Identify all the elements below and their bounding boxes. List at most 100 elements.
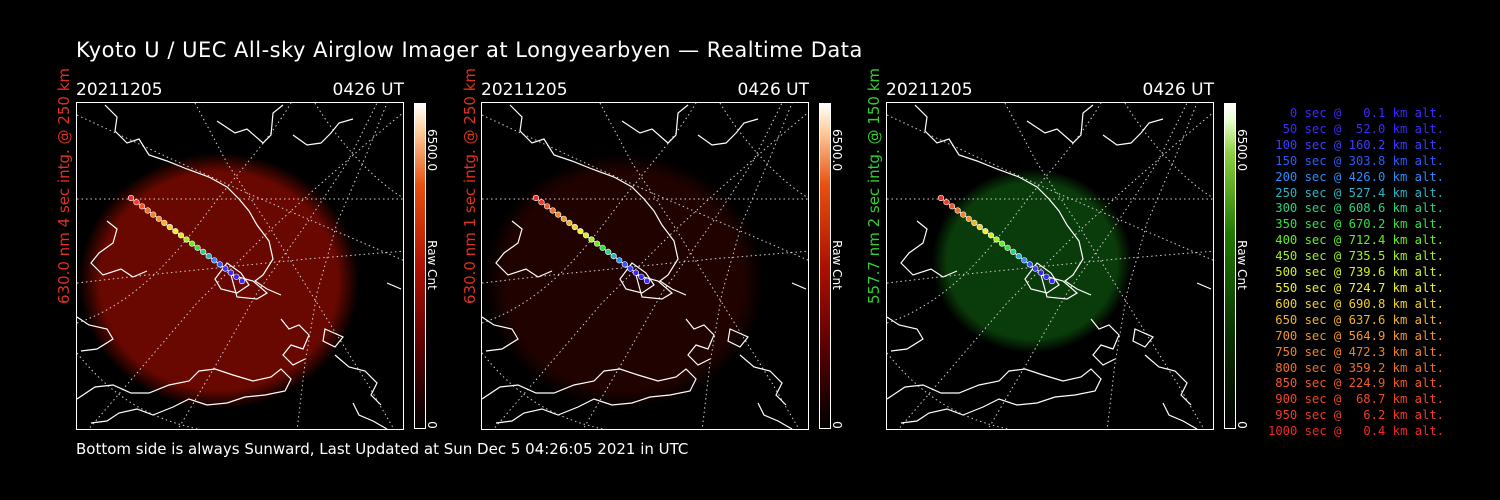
- trajectory-point: [998, 240, 1006, 247]
- altitude-row: 900 sec @ 68.7 km alt.: [1275, 392, 1444, 407]
- trajectory-point: [610, 253, 617, 260]
- altitude-row: 50 sec @ 52.0 km alt.: [1282, 121, 1444, 136]
- trajectory-track: [937, 194, 1056, 285]
- panel-1-cbar-min: 0: [425, 421, 439, 429]
- trajectory-point: [155, 215, 162, 222]
- trajectory-point: [627, 265, 634, 272]
- trajectory-point: [532, 194, 540, 202]
- altitude-row: 250 sec @ 527.4 km alt.: [1275, 185, 1444, 200]
- panel-2-time: 0426 UT: [737, 80, 810, 100]
- altitude-row: 650 sec @ 637.6 km alt.: [1275, 312, 1444, 327]
- trajectory-track: [532, 194, 651, 285]
- trajectory-point: [127, 194, 135, 202]
- altitude-row: 700 sec @ 564.9 km alt.: [1275, 328, 1444, 343]
- panel-3-allsky-map: [886, 102, 1214, 430]
- trajectory-point: [549, 207, 556, 214]
- trajectory-point: [555, 211, 562, 218]
- panel-1-cbar-label: Raw Cnt: [425, 240, 439, 290]
- trajectory-point: [194, 244, 201, 251]
- trajectory-point: [616, 257, 623, 264]
- trajectory-point: [166, 223, 173, 231]
- altitude-row: 100 sec @ 160.2 km alt.: [1275, 137, 1444, 152]
- trajectory-point: [200, 248, 207, 255]
- panel-1-date: 20211205: [76, 80, 163, 100]
- altitude-row: 500 sec @ 739.6 km alt.: [1275, 265, 1444, 280]
- trajectory-point: [144, 207, 151, 214]
- airglow-emission: [79, 153, 359, 409]
- trajectory-point: [987, 232, 995, 239]
- coastline: [77, 104, 402, 429]
- altitude-row: 200 sec @ 426.0 km alt.: [1275, 169, 1444, 184]
- trajectory-point: [937, 194, 945, 202]
- altitude-row: 850 sec @ 224.9 km alt.: [1275, 376, 1444, 391]
- altitude-row: 550 sec @ 724.7 km alt.: [1275, 280, 1444, 295]
- trajectory-point: [172, 228, 179, 235]
- panel-2-cbar-min: 0: [830, 421, 844, 429]
- panel-3-date: 20211205: [886, 80, 973, 100]
- airglow-emission: [484, 153, 764, 409]
- coastline: [887, 104, 1212, 429]
- altitude-row: 750 sec @ 472.3 km alt.: [1275, 344, 1444, 359]
- trajectory-point: [566, 219, 573, 226]
- trajectory-point: [1037, 269, 1044, 276]
- trajectory-point: [593, 240, 601, 247]
- trajectory-point: [1026, 261, 1033, 268]
- trajectory-point: [150, 211, 157, 218]
- panel-1: 20211205 0426 UT: [76, 80, 416, 430]
- trajectory-point: [538, 199, 545, 206]
- trajectory-point: [948, 203, 956, 210]
- airglow-emission: [932, 169, 1132, 353]
- panel-2-colorbar: [819, 103, 831, 429]
- altitude-row: 1000 sec @ 0.4 km alt.: [1268, 424, 1445, 439]
- panel-2-cbar-label: Raw Cnt: [830, 240, 844, 290]
- trajectory-point: [960, 211, 967, 218]
- panel-3-ylabel: 557.7 nm 2 sec intg. @ 150 km: [865, 67, 883, 305]
- trajectory-point: [577, 228, 584, 235]
- coastline: [482, 104, 807, 429]
- trajectory-point: [638, 273, 645, 280]
- panel-3-cbar-max: 6500.0: [1235, 129, 1249, 171]
- panel-1-time: 0426 UT: [332, 80, 405, 100]
- panel-3-cbar-label: Raw Cnt: [1235, 240, 1249, 290]
- panel-3-time: 0426 UT: [1142, 80, 1215, 100]
- trajectory-point: [543, 203, 551, 210]
- trajectory-point: [1048, 277, 1056, 285]
- altitude-row: 400 sec @ 712.4 km alt.: [1275, 233, 1444, 248]
- trajectory-point: [943, 199, 950, 206]
- panel-3-cbar-min: 0: [1235, 421, 1249, 429]
- panel-3: 20211205 0426 UT: [886, 80, 1226, 430]
- trajectory-point: [588, 236, 595, 243]
- trajectory-point: [211, 257, 218, 264]
- altitude-row: 600 sec @ 690.8 km alt.: [1275, 296, 1444, 311]
- panel-3-colorbar: [1224, 103, 1236, 429]
- page-title: Kyoto U / UEC All-sky Airglow Imager at …: [76, 38, 863, 62]
- trajectory-point: [971, 219, 978, 226]
- trajectory-point: [976, 223, 983, 231]
- trajectory-point: [643, 277, 651, 285]
- trajectory-point: [183, 236, 190, 243]
- trajectory-point: [227, 269, 234, 276]
- trajectory-point: [621, 261, 628, 268]
- trajectory-point: [605, 248, 612, 255]
- altitude-row: 450 sec @ 735.5 km alt.: [1275, 249, 1444, 264]
- trajectory-point: [216, 261, 223, 268]
- altitude-row: 800 sec @ 359.2 km alt.: [1275, 360, 1444, 375]
- panel-1-colorbar: [414, 103, 426, 429]
- trajectory-point: [238, 277, 246, 285]
- trajectory-point: [982, 228, 989, 235]
- trajectory-point: [177, 232, 185, 239]
- altitude-legend: 0 sec @ 0.1 km alt. 50 sec @ 52.0 km alt.…: [1268, 106, 1444, 440]
- trajectory-point: [632, 269, 639, 276]
- trajectory-point: [138, 203, 146, 210]
- altitude-row: 150 sec @ 303.8 km alt.: [1275, 153, 1444, 168]
- altitude-row: 950 sec @ 6.2 km alt.: [1275, 408, 1444, 423]
- trajectory-point: [1032, 265, 1039, 272]
- trajectory-point: [1010, 248, 1017, 255]
- trajectory-point: [582, 232, 590, 239]
- trajectory-point: [1004, 244, 1011, 251]
- panel-2: 20211205 0426 UT: [481, 80, 821, 430]
- panel-1-cbar-max: 6500.0: [425, 129, 439, 171]
- altitude-row: 300 sec @ 608.6 km alt.: [1275, 201, 1444, 216]
- panel-1-ylabel: 630.0 nm 4 sec intg. @ 250 km: [55, 67, 73, 305]
- panel-2-ylabel: 630.0 nm 1 sec intg. @ 250 km: [461, 67, 479, 305]
